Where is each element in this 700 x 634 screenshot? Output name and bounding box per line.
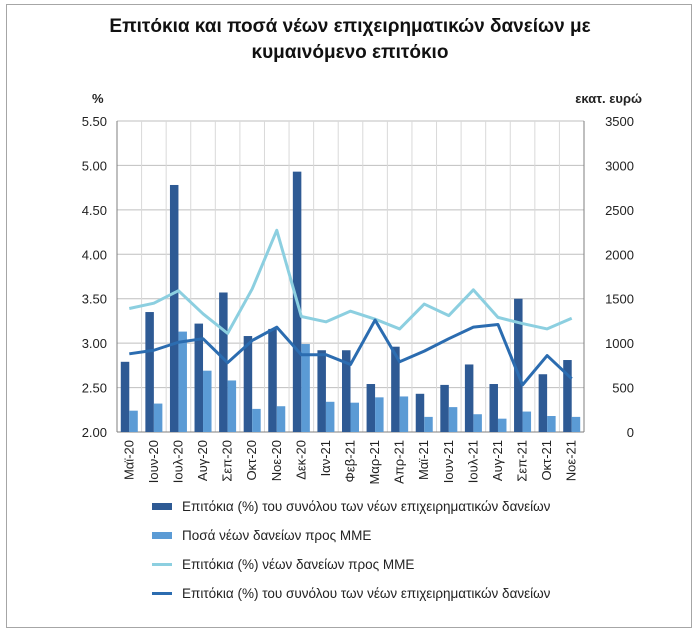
bar-sme-amount — [350, 402, 359, 432]
x-tick-label: Μαρ-21 — [367, 440, 382, 485]
bar-total-rate — [514, 298, 523, 432]
bar-sme-amount — [252, 408, 261, 432]
bar-sme-amount — [448, 407, 458, 432]
x-tick-label: Σεπ-20 — [220, 440, 235, 482]
chart-frame — [6, 4, 692, 628]
left-axis-unit-label: % — [92, 91, 104, 106]
bar-sme-amount — [571, 416, 581, 432]
bar-sme-amount — [547, 416, 556, 432]
x-tick-label: Ιουλ-20 — [170, 440, 185, 483]
chart-title-line-1: Επιτόκια και ποσά νέων επιχειρηματικών δ… — [109, 16, 591, 37]
bar-sme-amount — [497, 418, 507, 432]
bar-total-rate — [145, 312, 154, 432]
bar-total-rate — [169, 184, 179, 432]
bar-sme-amount — [399, 396, 409, 432]
x-tick-label: Νοε-20 — [269, 440, 284, 481]
legend-label: Επιτόκια (%) νέων δανείων προς ΜΜΕ — [182, 557, 415, 572]
bar-sme-amount — [522, 411, 532, 432]
x-tick-label: Φεβ-21 — [343, 440, 358, 482]
bar-sme-amount — [203, 370, 212, 432]
bar-total-rate — [366, 384, 376, 432]
bar-total-rate — [317, 350, 326, 432]
x-tick-label: Ιουλ-21 — [465, 440, 480, 483]
left-tick-label: 4.00 — [82, 247, 107, 262]
legend-swatch-light-bar — [152, 532, 172, 539]
bar-total-rate — [563, 360, 572, 432]
legend-swatch-dark-bar — [152, 503, 172, 510]
bar-sme-amount — [276, 406, 286, 432]
left-tick-label: 2.50 — [82, 381, 107, 396]
left-tick-label: 3.00 — [82, 336, 107, 351]
legend-item-total-rate-line: Επιτόκια (%) του συνόλου των νέων επιχει… — [152, 579, 612, 608]
bar-total-rate — [391, 346, 400, 432]
left-tick-label: 4.50 — [82, 203, 107, 218]
left-tick-label: 2.00 — [82, 425, 107, 440]
x-tick-label: Μαϊ-21 — [416, 440, 431, 480]
right-tick-label: 0 — [627, 425, 634, 440]
left-tick-label: 5.50 — [82, 114, 107, 129]
legend-swatch-dark-line — [152, 592, 172, 595]
x-tick-label: Μαϊ-20 — [121, 440, 136, 480]
right-tick-label: 3500 — [605, 114, 634, 129]
x-tick-label: Αυγ-20 — [195, 440, 210, 481]
bar-total-rate — [538, 374, 548, 432]
chart-title: Επιτόκια και ποσά νέων επιχειρηματικών δ… — [0, 14, 700, 66]
bar-sme-amount — [227, 380, 237, 432]
right-tick-label: 2000 — [605, 247, 634, 262]
bar-total-rate — [120, 361, 130, 432]
line-sme-rate — [128, 228, 573, 335]
x-tick-label: Ιαν-21 — [318, 440, 333, 476]
bar-sme-amount — [473, 414, 482, 432]
bar-total-rate — [268, 328, 277, 432]
bar-sme-amount — [153, 403, 163, 432]
bar-sme-amount — [375, 397, 384, 432]
bar-total-rate — [415, 393, 425, 432]
chart-title-line-2: κυμαινόμενο επιτόκιο — [251, 42, 449, 63]
right-tick-label: 1500 — [605, 292, 634, 307]
bar-total-rate — [194, 323, 204, 432]
legend-item-sme-rate-line: Επιτόκια (%) νέων δανείων προς ΜΜΕ — [152, 550, 612, 579]
bar-sme-amount — [301, 344, 310, 432]
right-axis-unit-label: εκατ. ευρώ — [575, 91, 642, 106]
x-tick-label: Αυγ-21 — [490, 440, 505, 481]
legend-item-sme-amount-bars: Ποσά νέων δανείων προς ΜΜΕ — [152, 521, 612, 550]
bar-total-rate — [243, 336, 253, 432]
x-tick-label: Ιουν-20 — [146, 440, 161, 483]
x-tick-label: Απρ-21 — [392, 440, 407, 484]
bar-sme-amount — [129, 410, 138, 432]
x-tick-label: Ιουν-21 — [441, 440, 456, 483]
bar-sme-amount — [178, 331, 187, 432]
right-tick-label: 2500 — [605, 203, 634, 218]
legend-label: Ποσά νέων δανείων προς ΜΜΕ — [182, 528, 372, 543]
right-tick-label: 1000 — [605, 336, 634, 351]
left-tick-label: 5.00 — [82, 158, 107, 173]
x-tick-label: Νοε-21 — [564, 440, 579, 481]
bar-total-rate — [440, 384, 449, 432]
x-tick-label: Σεπ-21 — [515, 440, 530, 482]
legend: Επιτόκια (%) του συνόλου των νέων επιχει… — [152, 492, 612, 608]
x-tick-label: Δεκ-20 — [293, 440, 308, 480]
x-tick-label: Οκτ-20 — [244, 440, 259, 481]
legend-item-total-rate-bars: Επιτόκια (%) του συνόλου των νέων επιχει… — [152, 492, 612, 521]
right-tick-label: 500 — [612, 381, 634, 396]
left-tick-label: 3.50 — [82, 292, 107, 307]
legend-label: Επιτόκια (%) του συνόλου των νέων επιχει… — [182, 499, 551, 514]
right-tick-label: 3000 — [605, 158, 634, 173]
legend-swatch-light-line — [152, 563, 172, 566]
bar-total-rate — [489, 384, 498, 432]
bar-total-rate — [464, 364, 474, 432]
line-total-rate — [129, 318, 573, 387]
bar-sme-amount — [325, 401, 335, 432]
bar-total-rate — [219, 292, 228, 432]
bar-sme-amount — [424, 416, 433, 432]
x-tick-label: Οκτ-21 — [539, 440, 554, 481]
legend-label: Επιτόκια (%) του συνόλου των νέων επιχει… — [182, 586, 551, 601]
bar-total-rate — [342, 350, 351, 432]
